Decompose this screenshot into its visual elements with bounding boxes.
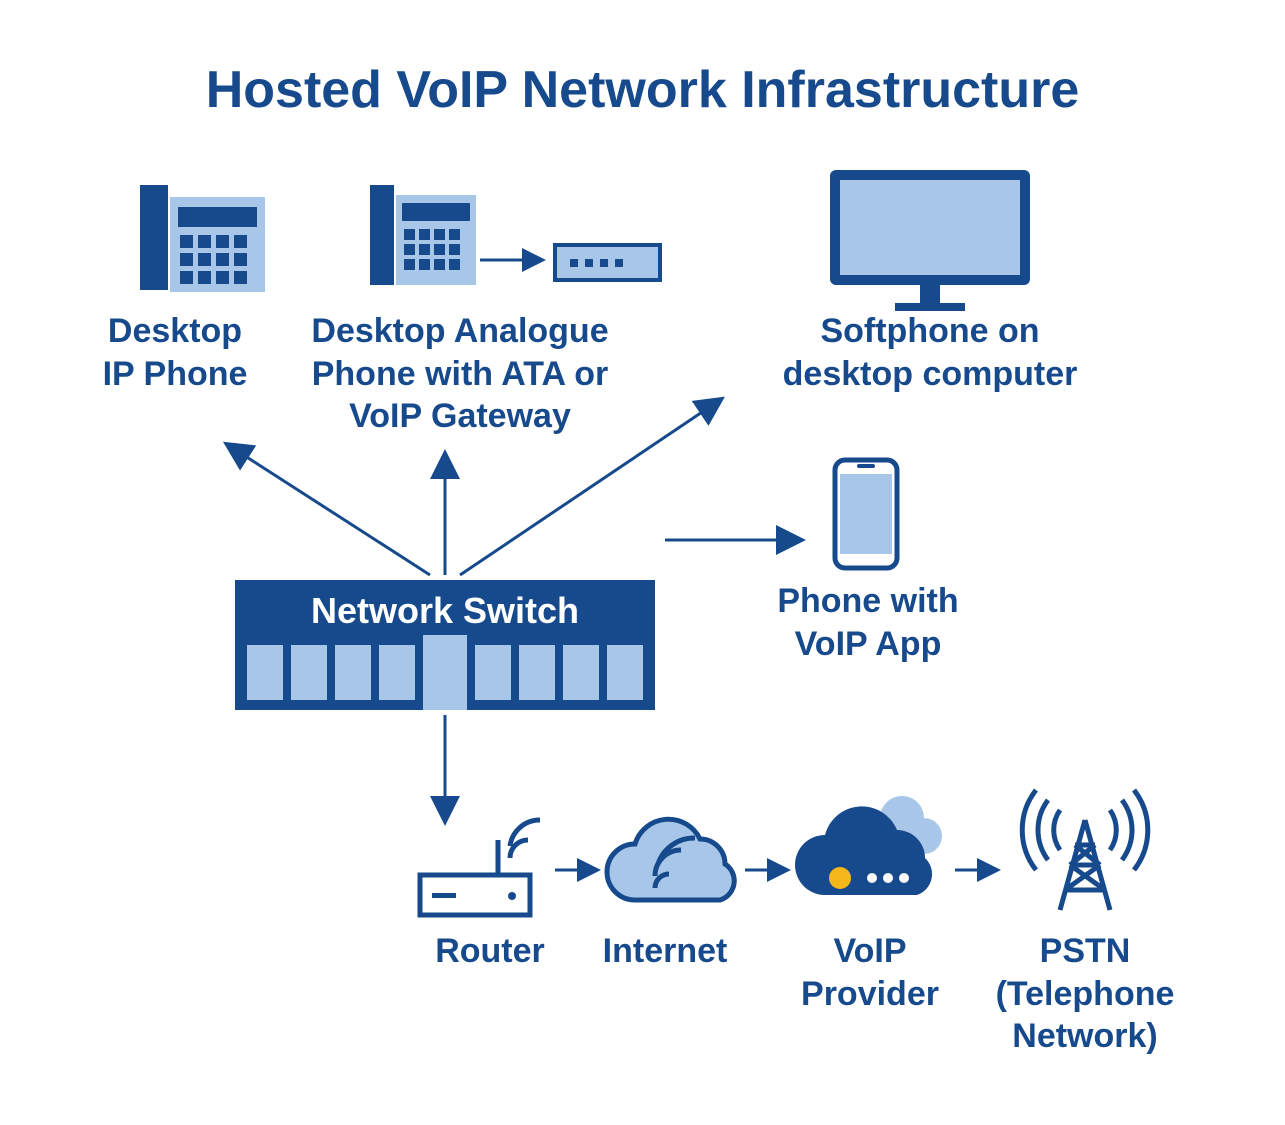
- analogue-phone-label: Desktop Analogue Phone with ATA or VoIP …: [290, 310, 630, 438]
- pstn-tower-icon: [1022, 790, 1148, 910]
- network-switch-label: Network Switch: [235, 588, 655, 633]
- internet-cloud-icon: [607, 819, 734, 900]
- ata-device-icon: [555, 245, 660, 280]
- smartphone-icon: [835, 460, 897, 568]
- phone-app-label: Phone with VoIP App: [758, 580, 978, 665]
- softphone-label: Softphone on desktop computer: [760, 310, 1100, 395]
- voip-provider-icon: [795, 796, 942, 895]
- desktop-ip-phone-icon: [140, 185, 265, 292]
- internet-label: Internet: [585, 930, 745, 973]
- pstn-label: PSTN (Telephone Network): [975, 930, 1195, 1058]
- router-icon: [420, 820, 540, 915]
- analogue-phone-icon: [370, 185, 476, 285]
- monitor-icon: [830, 170, 1030, 311]
- router-label: Router: [410, 930, 570, 973]
- desktop-ip-phone-label: Desktop IP Phone: [65, 310, 285, 395]
- voip-provider-label: VoIP Provider: [780, 930, 960, 1015]
- diagram-title: Hosted VoIP Network Infrastructure: [0, 60, 1285, 120]
